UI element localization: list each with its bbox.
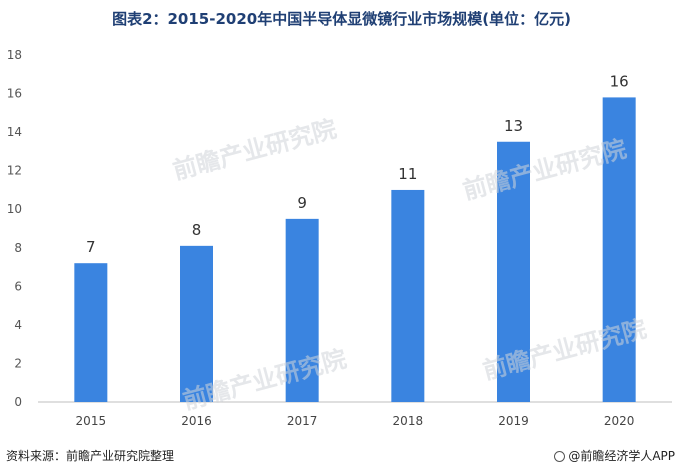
bar-2017 [285,218,319,402]
y-tick-label: 2 [14,356,22,370]
bar-2019 [497,141,530,402]
y-tick-label: 16 [7,87,22,101]
data-label: 8 [192,221,202,239]
x-tick-label: 2020 [604,414,635,428]
brand-text: @前瞻经济学人APP [568,449,675,463]
bar-2016 [180,245,213,402]
data-label: 7 [86,238,96,256]
bar-2018 [391,189,425,402]
x-tick-label: 2016 [181,414,212,428]
bar-2015 [74,263,108,402]
x-tick-label: 2019 [498,414,529,428]
y-tick-label: 10 [7,202,22,216]
brand-logo-icon [554,451,566,462]
y-tick-label: 8 [14,241,22,255]
y-tick-label: 0 [14,395,22,409]
bar-2020 [602,97,636,403]
data-label: 16 [610,72,629,90]
y-tick-label: 18 [7,48,22,62]
y-tick-label: 14 [7,125,22,139]
source-note: 资料来源：前瞻产业研究院整理 [6,449,175,463]
brand-credit: @前瞻经济学人APP [554,447,675,464]
y-tick-label: 6 [14,279,22,293]
x-tick-label: 2015 [76,414,107,428]
data-label: 9 [297,194,307,212]
y-tick-label: 4 [14,318,22,332]
y-tick-label: 12 [7,164,22,178]
chart-title: 图表2：2015-2020年中国半导体显微镜行业市场规模(单位：亿元) [112,10,571,28]
data-label: 13 [504,117,523,135]
data-label: 11 [398,165,417,183]
x-tick-label: 2017 [287,414,318,428]
x-tick-label: 2018 [393,414,424,428]
